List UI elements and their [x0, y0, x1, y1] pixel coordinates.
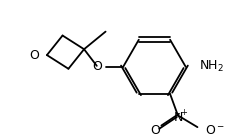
Text: O: O [29, 49, 39, 62]
Text: NH$_2$: NH$_2$ [199, 59, 224, 74]
Text: O: O [150, 124, 160, 137]
Text: O: O [92, 60, 102, 73]
Text: +: + [180, 108, 187, 117]
Text: O$^-$: O$^-$ [205, 124, 225, 137]
Text: N: N [174, 111, 184, 124]
